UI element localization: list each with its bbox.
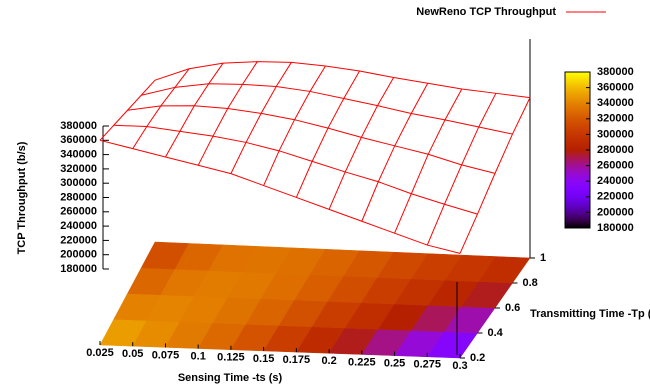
cb-tick-label: 180000 (597, 222, 634, 234)
surface-column (132, 68, 190, 149)
cb-tick-label: 220000 (597, 191, 634, 203)
z-tick-label: 180000 (60, 263, 97, 275)
surface-column (230, 62, 292, 174)
x-tick-label: 0.05 (122, 348, 143, 360)
y-tick-label: 0.2 (470, 352, 485, 364)
z-tick-label: 300000 (60, 177, 97, 189)
surface-column (361, 83, 429, 222)
x-tick-label: 0.1 (191, 350, 206, 362)
z-tick-label: 320000 (60, 163, 97, 175)
z-tick-label: 200000 (60, 249, 97, 261)
axes (99, 39, 535, 359)
surface-row (127, 105, 496, 174)
x-tick-label: 0.2 (321, 355, 336, 367)
x-tick-label: 0.25 (384, 358, 405, 370)
surface (99, 61, 531, 254)
x-tick-label: 0.225 (348, 356, 376, 368)
z-tick-label: 260000 (60, 206, 97, 218)
surface-column (165, 62, 224, 158)
x-tick-label: 0.275 (414, 359, 442, 371)
surface-column (197, 61, 258, 166)
cb-tick-label: 340000 (597, 97, 634, 109)
surface-column (295, 70, 360, 198)
cb-tick-label: 360000 (597, 82, 634, 94)
y-tick-label: 0.6 (505, 302, 520, 314)
y-tick-label: 1 (540, 252, 546, 264)
x-tick-label: 0.025 (86, 347, 114, 359)
z-axis-label: TCP Throughput (b/s) (16, 141, 28, 254)
z-tick-label: 240000 (60, 220, 97, 232)
x-tick-label: 0.3 (452, 360, 467, 372)
surface-column (459, 97, 531, 254)
labels: 180000 200000 220000 240000 260000 280000 3000… (60, 120, 546, 372)
surface-column (99, 79, 156, 141)
z-tick-label: 380000 (60, 120, 97, 132)
surface-column (328, 77, 395, 210)
floor-map (99, 241, 531, 359)
surface-column (426, 93, 497, 246)
z-tick-label: 220000 (60, 234, 97, 246)
surface-row (113, 124, 478, 215)
cb-tick-label: 300000 (597, 128, 634, 140)
surface-column (394, 88, 463, 234)
z-tick-label: 340000 (60, 149, 97, 161)
surface-row (154, 61, 531, 99)
surface-row (99, 139, 461, 254)
colorbar (564, 71, 591, 229)
y-tick-label: 0.4 (488, 327, 504, 339)
cb-tick-label: 380000 (597, 66, 634, 78)
x-tick-label: 0.075 (152, 349, 180, 361)
cb-tick-label: 240000 (597, 175, 634, 187)
surface-row (141, 83, 513, 135)
cb-tick-label: 320000 (597, 113, 634, 125)
z-tick-label: 360000 (60, 134, 97, 146)
cb-tick-label: 280000 (597, 144, 634, 156)
x-tick-label: 0.175 (283, 354, 311, 366)
surface-column (263, 65, 326, 186)
cb-tick-label: 260000 (597, 160, 634, 172)
x-tick-label: 0.15 (253, 353, 274, 365)
cb-tick-label: 200000 (597, 206, 634, 218)
y-axis-label: Transmitting Time -Tp (s) (530, 308, 650, 320)
x-axis-label: Sensing Time -ts (s) (178, 372, 283, 384)
z-tick-label: 280000 (60, 191, 97, 203)
legend-label: NewReno TCP Throughput (416, 6, 556, 18)
y-tick-label: 0.8 (523, 277, 538, 289)
x-tick-label: 0.125 (217, 352, 245, 364)
